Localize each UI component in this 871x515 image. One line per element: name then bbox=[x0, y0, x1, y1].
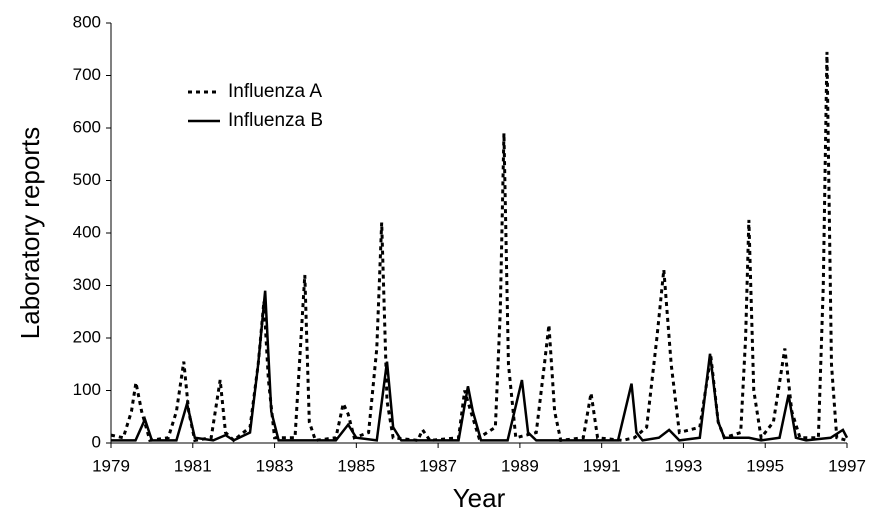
line-series bbox=[110, 51, 848, 443]
x-tick-label: 1991 bbox=[583, 456, 621, 475]
x-tick-label: 1979 bbox=[92, 456, 130, 475]
y-tick-label: 500 bbox=[73, 170, 101, 189]
y-tick-label: 0 bbox=[92, 432, 101, 451]
y-tick-label: 700 bbox=[73, 65, 101, 84]
y-axis-title: Laboratory reports bbox=[15, 127, 45, 339]
x-axis-title: Year bbox=[453, 483, 506, 513]
x-tick-label: 1993 bbox=[665, 456, 703, 475]
y-tick-label: 600 bbox=[73, 117, 101, 136]
y-tick-label: 300 bbox=[73, 275, 101, 294]
x-tick-label: 1987 bbox=[419, 456, 457, 475]
legend-label: Influenza A bbox=[228, 81, 322, 102]
y-tick-label: 400 bbox=[73, 222, 101, 241]
x-tick-label: 1985 bbox=[337, 456, 375, 475]
x-tick-label: 1989 bbox=[501, 456, 539, 475]
y-tick-label: 100 bbox=[73, 380, 101, 399]
x-tick-label: 1995 bbox=[746, 456, 784, 475]
x-tick-label: 1983 bbox=[256, 456, 294, 475]
y-tick-label: 200 bbox=[73, 327, 101, 346]
x-tick-label: 1981 bbox=[174, 456, 212, 475]
legend-label: Influenza B bbox=[228, 110, 323, 131]
x-tick-label: 1997 bbox=[828, 456, 866, 475]
y-tick-label: 800 bbox=[73, 12, 101, 31]
line-series bbox=[111, 290, 849, 442]
